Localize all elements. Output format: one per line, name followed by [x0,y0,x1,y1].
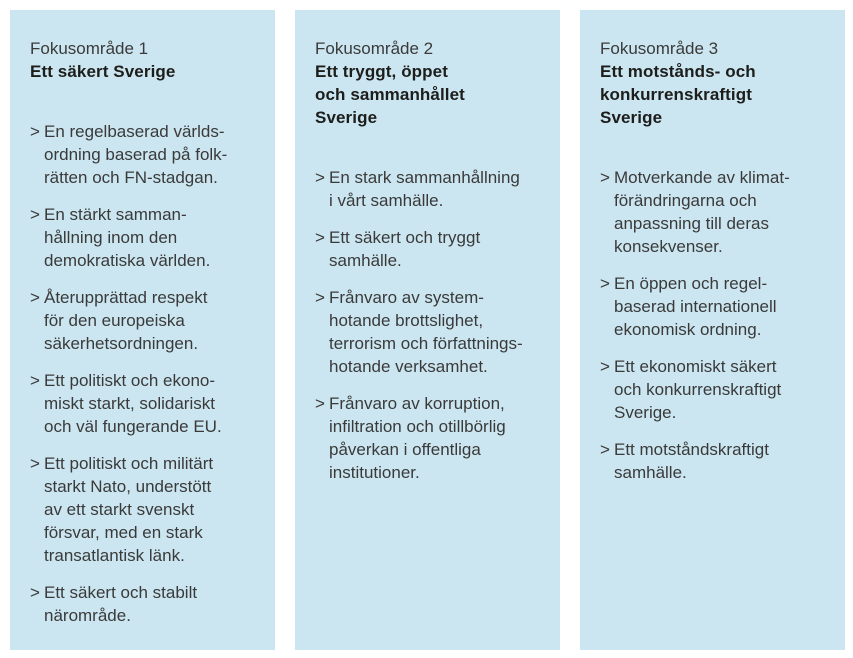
list-item: > En stark sammanhållning i vårt samhäll… [315,166,544,212]
list-item: > Frånvaro av korruption, infiltration o… [315,392,544,484]
panel-title: Ett tryggt, öppet och sammanhållet Sveri… [315,62,465,127]
bullet-list: > En stark sammanhållning i vårt samhäll… [315,166,544,484]
bullet-marker: > [30,371,40,390]
list-item: > Frånvaro av system- hotande brottsligh… [315,286,544,378]
panel-label: Fokusområde 2 [315,39,434,58]
bullet-list: > Motverkande av klimat- förändringarna … [600,166,829,484]
panel-title: Ett säkert Sverige [30,62,176,81]
bullet-text: Ett politiskt och militärt starkt Nato, … [44,454,214,565]
bullet-marker: > [600,440,610,459]
focus-area-panel-3: Fokusområde 3 Ett motstånds- och konkurr… [580,10,845,650]
list-item: > Ett ekonomiskt säkert och konkurrenskr… [600,355,829,424]
list-item: > Återupprättad respekt för den europeis… [30,286,259,355]
list-item: > Ett motståndskraftigt samhälle. [600,438,829,484]
list-item: > En öppen och regel- baserad internatio… [600,272,829,341]
bullet-marker: > [315,394,325,413]
bullet-marker: > [600,168,610,187]
focus-area-panel-1: Fokusområde 1 Ett säkert Sverige > En re… [10,10,275,650]
bullet-text: En öppen och regel- baserad internatione… [614,274,777,339]
bullet-marker: > [600,357,610,376]
list-item: > Ett säkert och stabilt närområde. [30,581,259,627]
bullet-text: Ett politiskt och ekono- miskt starkt, s… [44,371,222,436]
list-item: > Motverkande av klimat- förändringarna … [600,166,829,258]
list-item: > Ett säkert och tryggt samhälle. [315,226,544,272]
panel-label: Fokusområde 3 [600,39,719,58]
bullet-text: En regelbaserad världs- ordning baserad … [44,122,228,187]
bullet-marker: > [30,583,40,602]
bullet-text: Ett säkert och stabilt närområde. [44,583,198,625]
bullet-marker: > [30,454,40,473]
panel-title: Ett motstånds- och konkurrenskraftigt Sv… [600,62,756,127]
bullet-marker: > [315,288,325,307]
bullet-text: Ett säkert och tryggt samhälle. [329,228,481,270]
bullet-text: En stärkt samman- hållning inom den demo… [44,205,211,270]
bullet-text: Återupprättad respekt för den europeiska… [44,288,208,353]
list-item: > En regelbaserad världs- ordning basera… [30,120,259,189]
bullet-marker: > [30,288,40,307]
bullet-list: > En regelbaserad världs- ordning basera… [30,120,259,627]
bullet-text: Frånvaro av system- hotande brottslighet… [329,288,523,376]
bullet-marker: > [600,274,610,293]
bullet-marker: > [30,205,40,224]
bullet-text: Ett motståndskraftigt samhälle. [614,440,769,482]
bullet-marker: > [30,122,40,141]
bullet-text: Motverkande av klimat- förändringarna oc… [614,168,790,256]
bullet-text: Frånvaro av korruption, infiltration och… [329,394,506,482]
bullet-marker: > [315,228,325,247]
list-item: > Ett politiskt och ekono- miskt starkt,… [30,369,259,438]
bullet-text: Ett ekonomiskt säkert och konkurrenskraf… [614,357,782,422]
list-item: > En stärkt samman- hållning inom den de… [30,203,259,272]
focus-area-panel-2: Fokusområde 2 Ett tryggt, öppet och samm… [295,10,560,650]
list-item: > Ett politiskt och militärt starkt Nato… [30,452,259,567]
bullet-text: En stark sammanhållning i vårt samhälle. [329,168,520,210]
panel-label: Fokusområde 1 [30,39,149,58]
bullet-marker: > [315,168,325,187]
